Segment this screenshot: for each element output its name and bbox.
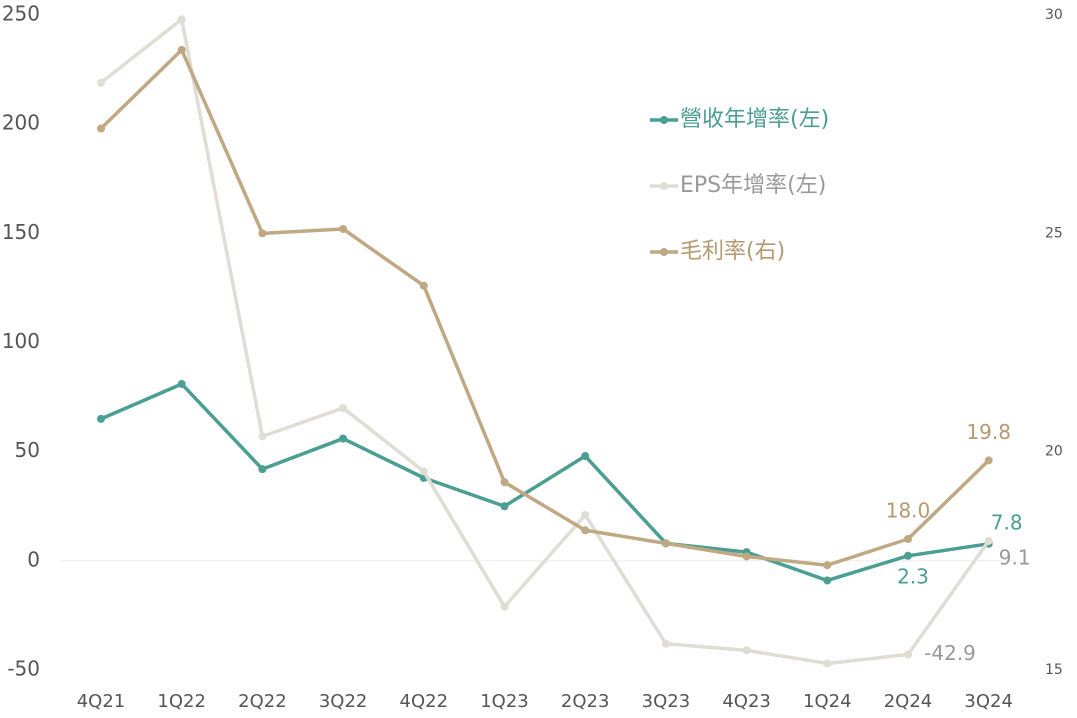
series-point: [177, 379, 186, 388]
series-point: [97, 414, 105, 423]
series-point: [419, 467, 428, 476]
legend-marker: [660, 248, 668, 256]
x-tick-label: 2Q23: [561, 691, 610, 712]
x-tick-label: 3Q24: [964, 691, 1013, 712]
x-tick-label: 1Q23: [480, 691, 529, 712]
series-point: [581, 526, 590, 535]
x-tick-label: 3Q23: [642, 691, 691, 712]
value-label: 19.8: [966, 420, 1011, 444]
series-point: [823, 576, 832, 585]
x-tick-label: 2Q24: [884, 691, 933, 712]
x-tick-label: 1Q24: [803, 691, 852, 712]
series-point: [419, 281, 428, 290]
y-tick-label: 250: [2, 2, 40, 26]
x-tick-label: 4Q22: [400, 691, 449, 712]
value-label: 18.0: [886, 499, 931, 523]
series-line: [99, 48, 990, 567]
y2-tick-label: 30: [1045, 7, 1063, 23]
series-point: [661, 639, 670, 648]
y2-tick-label: 20: [1045, 444, 1063, 460]
y2-tick-label: 25: [1045, 225, 1063, 241]
y-tick-label: 150: [2, 220, 40, 244]
series-point: [500, 602, 509, 611]
legend-label: 營收年增率(左): [680, 107, 829, 132]
series-point: [177, 45, 186, 54]
series-point: [97, 78, 105, 87]
series-point: [339, 404, 348, 412]
y-tick-label: 100: [2, 329, 40, 353]
series-point: [904, 650, 912, 659]
value-label: 7.8: [991, 510, 1023, 534]
series-point: [742, 646, 751, 655]
series-point: [742, 552, 751, 561]
x-tick-label: 4Q23: [722, 691, 771, 712]
series-point: [823, 561, 832, 570]
x-tick-label: 2Q22: [238, 691, 287, 712]
series-point: [177, 15, 186, 24]
x-tick-label: 1Q22: [157, 691, 206, 712]
series-point: [258, 229, 267, 238]
series-point: [258, 465, 267, 474]
y-tick-label: -50: [7, 657, 40, 681]
series-point: [904, 551, 912, 560]
series-line: [99, 17, 991, 666]
series-point: [339, 224, 348, 233]
series-point: [581, 452, 590, 461]
series-point: [823, 659, 832, 668]
y-tick-label: 0: [27, 547, 40, 571]
value-label: 2.3: [897, 564, 929, 588]
series-point: [500, 478, 509, 487]
series-point: [984, 456, 993, 465]
series-line: [100, 382, 989, 583]
legend-label: 毛利率(右): [680, 239, 785, 264]
series-point: [661, 539, 670, 548]
legend-marker: [660, 116, 668, 124]
y-tick-label: 200: [2, 111, 40, 135]
y-tick-label: 50: [15, 438, 40, 462]
legend-marker: [660, 182, 668, 190]
x-tick-label: 3Q22: [319, 691, 368, 712]
series-point: [500, 502, 509, 511]
value-label: -42.9: [924, 641, 976, 665]
series-point: [581, 510, 590, 519]
series-point: [339, 434, 348, 443]
series-point: [984, 536, 993, 545]
x-tick-label: 4Q21: [77, 691, 126, 712]
y2-tick-label: 15: [1045, 662, 1063, 678]
series-point: [904, 535, 912, 543]
series-point: [258, 432, 267, 441]
series-point: [97, 124, 105, 133]
value-label: 9.1: [999, 545, 1031, 569]
legend-label: EPS年增率(左): [680, 173, 826, 198]
